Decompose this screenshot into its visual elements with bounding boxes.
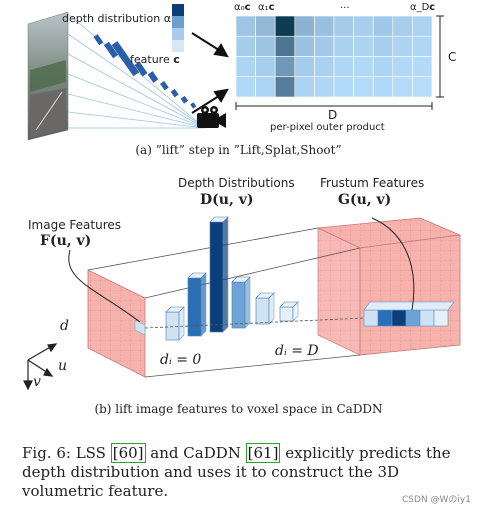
matrix-cell [333,56,354,78]
matrix-cell [412,56,433,78]
frustum-features-math: G(u, v) [338,192,392,208]
depth-pillar [255,297,270,325]
matrix-cell [392,56,413,78]
depth-pillar-side [200,272,207,337]
depth-pillar-top [231,276,251,283]
matrix-cell [294,76,315,98]
watermark: CSDN @Wのiy1 [402,495,471,505]
axis-d-label: d [60,318,69,334]
depth-pillar-side [178,306,185,341]
camera-image [27,11,69,141]
column-dots: ... [340,0,350,11]
depth-distributions-title: Depth Distributions [178,176,295,190]
image-features-title: Image Features [28,218,121,232]
axis-triad [23,343,58,391]
width-label: D [328,108,338,122]
column-label-0: α₀c [234,2,251,13]
feature-vector [172,4,184,52]
height-label: C [448,50,457,64]
depth-ray [144,317,365,329]
depth-pillar-side [244,276,251,329]
height-bracket [436,15,444,98]
depth-pillar-top [209,216,229,223]
outer-product-label: per-pixel outer product [270,122,385,133]
matrix-cell [235,76,256,98]
image-features-math: F(u, v) [40,233,92,249]
matrix-cell [372,56,394,78]
matrix-cell [333,15,354,37]
caption-b: (b) lift image features to voxel space i… [94,402,383,416]
lss-lift-diagram [27,4,444,141]
width-bracket [235,102,433,110]
camera-icon [197,106,226,128]
frustum-voxel-row [363,301,455,327]
matrix-cell [255,76,276,98]
axis-u-label: u [58,358,68,374]
feature-label: feature c [130,53,180,66]
matrix-cell [412,15,433,37]
matrix-cell [372,35,394,57]
matrix-cell [294,56,315,78]
outer-product-matrix [235,15,433,98]
depth-distributions-math: D(u, v) [200,192,254,208]
matrix-cell [235,15,256,37]
depth-pillar-top [255,292,275,299]
matrix-cell [333,76,354,98]
depth-pillar [165,311,180,341]
matrix-cell [235,56,256,78]
depth-pillar-top [187,272,207,279]
matrix-cell [392,15,413,37]
caddn-lift-diagram [23,216,462,391]
axis-v-label: v [33,374,41,390]
matrix-cell [274,35,296,57]
matrix-cell [314,76,335,98]
frustum-features-title: Frustum Features [320,176,425,190]
depth-pillar-top [165,306,185,313]
matrix-cell [392,76,413,98]
depth-distribution-label: depth distribution α [62,12,171,25]
matrix-cell [314,35,335,57]
depth-pillar [209,221,224,333]
matrix-cell [412,35,433,57]
depth-distribution-bars [93,34,197,109]
caption-a: (a) ”lift” step in ”Lift,Splat,Shoot” [135,143,342,157]
matrix-cell [372,15,394,37]
figure-caption: Fig. 6: LSS [60] and CaDDN [61] explicit… [22,443,451,500]
depth-pillar [279,306,294,322]
matrix-cell [353,15,374,37]
depth-index-zero: dᵢ = 0 [160,352,202,368]
matrix-cell [255,56,276,78]
column-label-d: α_Dc [410,2,436,13]
matrix-cell [412,76,433,98]
matrix-cell [294,35,315,57]
matrix-cell [353,35,374,57]
matrix-cell [392,35,413,57]
column-label-1: α₁c [258,2,275,13]
reference-60[interactable]: [60] [110,443,146,463]
matrix-cell [255,35,276,57]
matrix-cell [274,76,296,98]
matrix-cell [314,15,335,37]
depth-pillar-top [279,301,299,308]
depth-pillar [187,277,202,337]
matrix-cell [353,76,374,98]
image-feature-plane [87,269,146,378]
matrix-cell [353,56,374,78]
leader-lines [68,217,415,323]
depth-pillar-side [222,216,229,333]
matrix-cell [372,76,394,98]
matrix-cell [274,56,296,78]
depth-index-max: dᵢ = D [275,343,319,359]
matrix-cell [274,15,296,37]
depth-pillar [231,281,246,329]
matrix-cell [314,56,335,78]
depth-pillars [165,216,299,341]
frustum-rays [67,13,206,129]
matrix-cell [294,15,315,37]
matrix-cell [235,35,256,57]
matrix-cell [333,35,354,57]
arrows [191,32,229,114]
reference-61[interactable]: [61] [245,443,281,463]
matrix-cell [255,15,276,37]
